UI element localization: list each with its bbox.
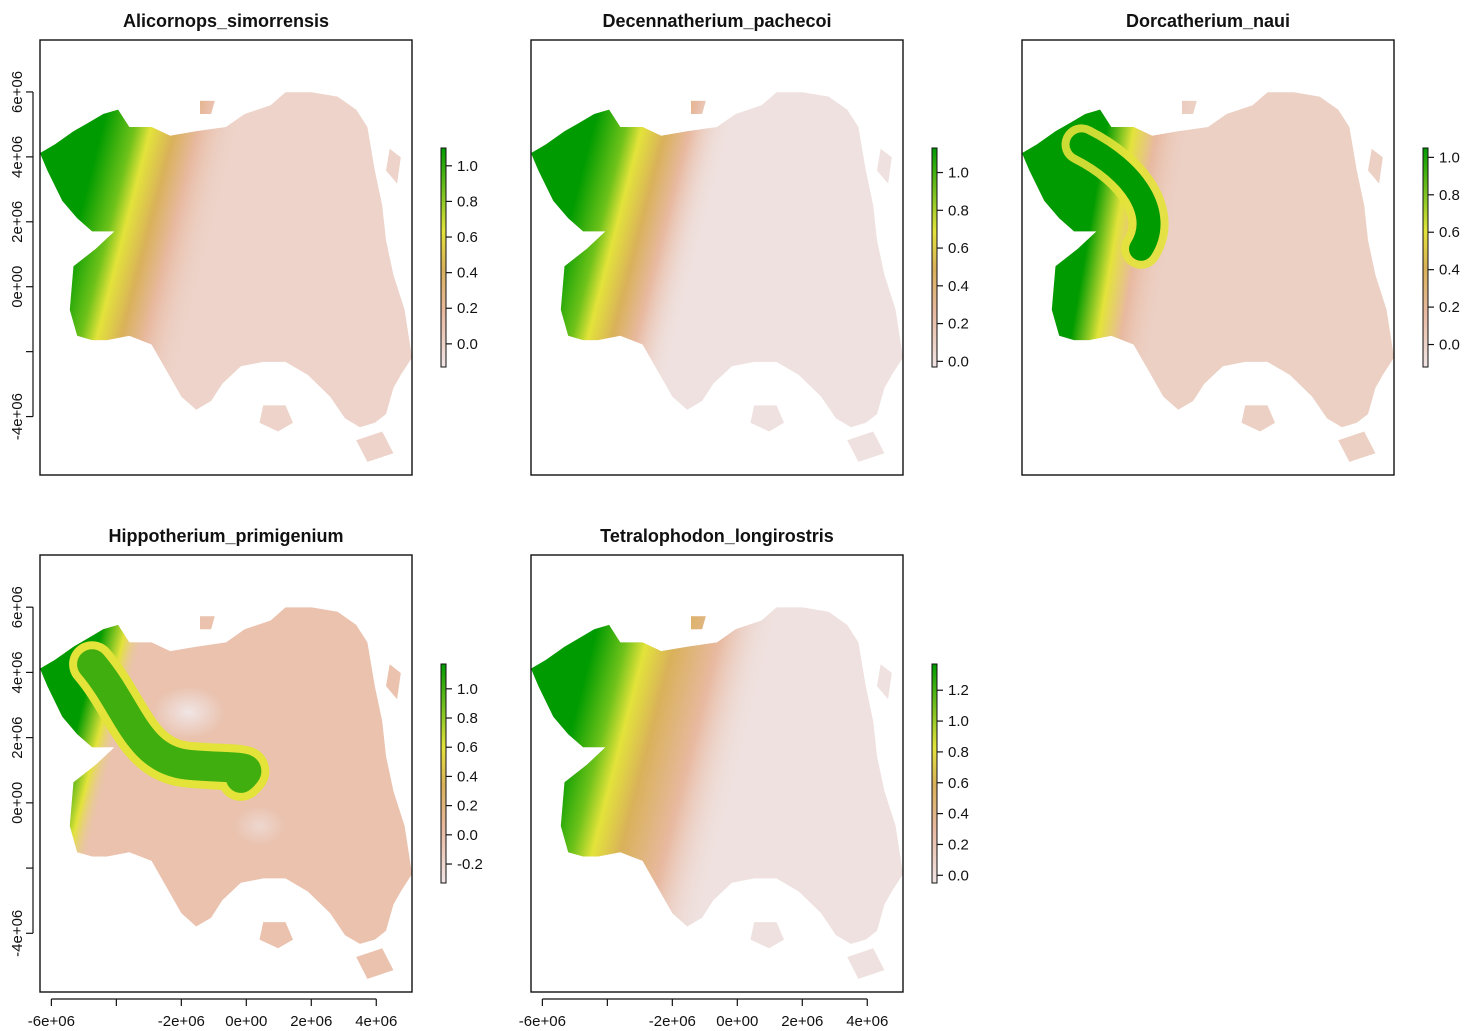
x-tick-label: -2e+06: [158, 1013, 205, 1030]
x-axis: -6e+06 -2e+06 0e+00 2e+06 4e+06: [519, 998, 888, 1030]
x-tick-label: 2e+06: [290, 1013, 332, 1030]
y-tick-label: -4e+06: [9, 393, 26, 440]
y-tick-label: 4e+06: [9, 136, 26, 178]
colorbar-tick-label: 0.8: [948, 202, 969, 219]
colorbar-tick-label: 0.4: [1439, 262, 1460, 279]
raster-surface: [40, 607, 412, 979]
colorbar-scale: [1422, 147, 1429, 368]
x-tick-label: -2e+06: [649, 1013, 696, 1030]
plot-frame: [39, 554, 413, 993]
colorbar-tick-label: 0.6: [948, 775, 969, 792]
y-axis: -4e+06 0e+00 2e+06 4e+06 6e+06: [9, 586, 34, 957]
colorbar-tick-label: 0.4: [457, 265, 478, 282]
colorbar-tick-label: 0.6: [1439, 224, 1460, 241]
colorbar-tick-label: 0.0: [457, 336, 478, 353]
raster-surface: [531, 607, 903, 979]
colorbar-tick-label: 0.4: [948, 278, 969, 295]
panel-3: Dorcatherium_naui 0.0 0.2 0.4 0.6 0.8 1.0: [1021, 11, 1460, 476]
x-axis: -6e+06 -2e+06 0e+00 2e+06 4e+06: [28, 998, 397, 1030]
colorbar-tick-label: 1.0: [457, 158, 478, 175]
colorbar-tick-label: 1.2: [948, 682, 969, 699]
colorbar-scale: [931, 147, 938, 368]
plot-frame: [1021, 39, 1395, 476]
x-tick-label: 4e+06: [355, 1013, 397, 1030]
colorbar-tick-label: 0.0: [948, 867, 969, 884]
panel-title: Decennatherium_pachecoi: [602, 11, 831, 31]
y-tick-label: 4e+06: [9, 651, 26, 693]
colorbar-tick-label: 0.2: [457, 300, 478, 317]
colorbar-tick-label: 0.2: [948, 316, 969, 333]
colorbar-tick-label: 0.6: [457, 739, 478, 756]
colorbar-tick-label: 1.0: [948, 713, 969, 730]
x-tick-label: -6e+06: [28, 1013, 75, 1030]
colorbar-tick-label: 0.2: [457, 798, 478, 815]
raster-surface: [1022, 92, 1394, 462]
y-tick-label: 0e+00: [9, 266, 26, 308]
panel-title: Tetralophodon_longirostris: [600, 526, 834, 546]
colorbar-tick-label: 0.8: [457, 193, 478, 210]
panel-2: Decennatherium_pachecoi 0.0 0.2 0.4 0.6 0.8 1.…: [530, 11, 969, 476]
y-axis: -4e+06 0e+00 2e+06 4e+06 6e+06: [9, 71, 34, 440]
colorbar-tick-label: 1.0: [948, 165, 969, 182]
panel-title: Alicornops_simorrensis: [123, 11, 329, 31]
colorbar: -0.2 0.0 0.2 0.4 0.6 0.8 1.0: [440, 663, 483, 884]
raster-surface: [531, 92, 903, 462]
x-tick-label: 0e+00: [225, 1013, 267, 1030]
colorbar-tick-label: 0.2: [1439, 299, 1460, 316]
colorbar: 0.0 0.2 0.4 0.6 0.8 1.0: [1422, 147, 1460, 368]
panel-4: Hippotherium_primigenium -4e+06 0e+00 2e+06…: [9, 526, 483, 1030]
raster-surface: [40, 92, 412, 462]
colorbar-tick-label: 0.8: [1439, 187, 1460, 204]
colorbar-scale: [440, 147, 447, 368]
y-tick-label: 0e+00: [9, 782, 26, 824]
colorbar-tick-label: 0.8: [457, 710, 478, 727]
colorbar-tick-label: 0.2: [948, 836, 969, 853]
colorbar-tick-label: 1.0: [1439, 149, 1460, 166]
panel-5: Tetralophodon_longirostris -6e+06 -2e+06 0e…: [519, 526, 969, 1030]
panel-1: Alicornops_simorrensis -4e+06 0e+00 2e+06 4e…: [9, 11, 478, 476]
x-tick-label: 2e+06: [781, 1013, 823, 1030]
plot-frame: [530, 554, 904, 993]
y-tick-label: 6e+06: [9, 71, 26, 113]
colorbar-scale: [440, 663, 447, 884]
x-tick-label: 4e+06: [846, 1013, 888, 1030]
panel-title: Dorcatherium_naui: [1126, 11, 1290, 31]
colorbar: 0.0 0.2 0.4 0.6 0.8 1.0 1.2: [931, 663, 969, 884]
y-tick-label: 6e+06: [9, 586, 26, 628]
y-tick-label: 2e+06: [9, 201, 26, 243]
colorbar-tick-label: -0.2: [457, 856, 483, 873]
x-tick-label: -6e+06: [519, 1013, 566, 1030]
colorbar-tick-label: 0.6: [457, 229, 478, 246]
plot-frame: [530, 39, 904, 476]
x-tick-label: 0e+00: [716, 1013, 758, 1030]
colorbar-tick-label: 0.0: [457, 827, 478, 844]
colorbar: 0.0 0.2 0.4 0.6 0.8 1.0: [440, 147, 478, 368]
colorbar-scale: [931, 663, 938, 884]
colorbar: 0.0 0.2 0.4 0.6 0.8 1.0: [931, 147, 969, 370]
plot-frame: [39, 39, 413, 476]
colorbar-tick-label: 0.6: [948, 240, 969, 257]
colorbar-tick-label: 0.0: [948, 353, 969, 370]
colorbar-tick-label: 0.4: [457, 768, 478, 785]
colorbar-tick-label: 0.8: [948, 744, 969, 761]
colorbar-tick-label: 0.0: [1439, 337, 1460, 354]
panel-title: Hippotherium_primigenium: [108, 526, 343, 546]
colorbar-tick-label: 1.0: [457, 681, 478, 698]
y-tick-label: 2e+06: [9, 717, 26, 759]
y-tick-label: -4e+06: [9, 910, 26, 957]
colorbar-tick-label: 0.4: [948, 806, 969, 823]
